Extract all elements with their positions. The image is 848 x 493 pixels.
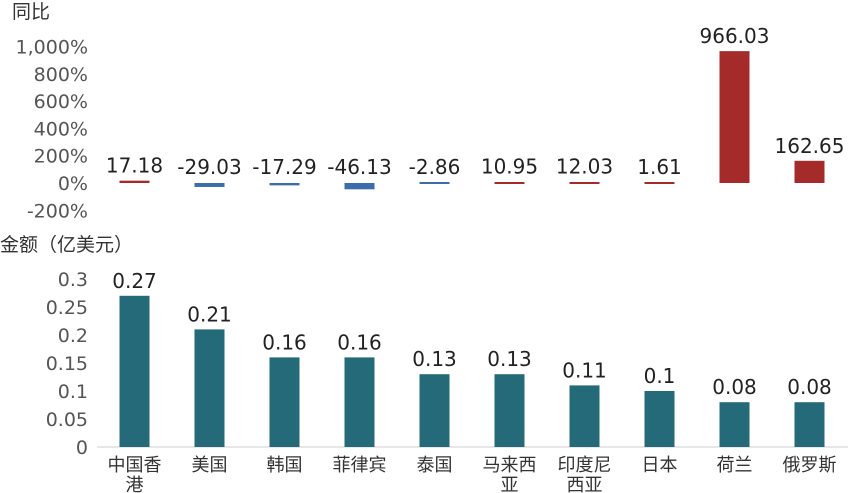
bottom-data-label: 0.08 xyxy=(787,375,832,399)
x-category-label: 西亚 xyxy=(567,475,603,493)
bottom-y-tick: 0 xyxy=(76,437,88,459)
bottom-data-label: 0.11 xyxy=(562,358,607,382)
bottom-y-tick: 0.3 xyxy=(58,269,88,291)
bottom-y-tick: 0.05 xyxy=(46,409,88,431)
bottom-bar xyxy=(494,374,525,447)
top-data-label: -29.03 xyxy=(177,155,241,179)
top-bar xyxy=(794,160,825,183)
top-bar xyxy=(419,182,450,184)
bottom-bar xyxy=(344,357,375,447)
top-bar xyxy=(344,183,375,190)
top-y-tick: 800% xyxy=(34,64,88,86)
x-category-label: 韩国 xyxy=(267,455,303,476)
top-y-tick: -200% xyxy=(27,200,88,222)
bottom-bar xyxy=(269,357,300,447)
top-bar xyxy=(194,183,225,187)
x-category-label: 港 xyxy=(126,475,144,493)
bottom-bar xyxy=(644,391,675,447)
bottom-bar xyxy=(119,295,150,447)
x-category-label: 亚 xyxy=(501,475,519,493)
top-bar xyxy=(644,182,675,184)
bottom-data-label: 0.1 xyxy=(644,364,676,388)
top-data-label: -17.29 xyxy=(252,155,316,179)
bottom-y-tick: 0.1 xyxy=(58,381,88,403)
bottom-y-axis-ticks: 0.3 0.25 0.2 0.15 0.1 0.05 0 xyxy=(46,269,88,459)
top-bar xyxy=(269,183,300,186)
top-data-label: 1.61 xyxy=(637,155,682,179)
top-y-axis-ticks: 1,000% 800% 600% 400% 200% 0% -200% xyxy=(16,37,88,223)
top-y-tick: 0% xyxy=(58,173,88,195)
top-y-tick: 600% xyxy=(34,91,88,113)
x-category-label: 荷兰 xyxy=(717,455,753,476)
bottom-chart-title: 金额（亿美元） xyxy=(0,234,133,256)
top-chart-title: 同比 xyxy=(12,1,50,23)
top-bar xyxy=(494,182,525,184)
x-category-label: 俄罗斯 xyxy=(783,455,837,476)
top-y-tick: 400% xyxy=(34,118,88,140)
bottom-bar xyxy=(194,329,225,447)
x-category-label: 中国香 xyxy=(108,455,162,476)
bottom-bar xyxy=(569,385,600,447)
x-category-label: 日本 xyxy=(642,455,678,476)
bottom-data-label: 0.13 xyxy=(412,347,457,371)
top-y-tick: 1,000% xyxy=(16,37,88,59)
top-data-label: 10.95 xyxy=(481,155,538,179)
bottom-bar xyxy=(794,402,825,447)
top-data-label: 17.18 xyxy=(106,154,163,178)
bottom-bar xyxy=(419,374,450,447)
top-bar xyxy=(119,180,150,183)
top-data-label: -46.13 xyxy=(327,155,391,179)
bottom-data-labels: 0.27 0.21 0.16 0.16 0.13 0.13 0.11 0.1 0.08 0.08 xyxy=(112,269,832,399)
x-category-label: 美国 xyxy=(192,455,228,476)
top-y-tick: 200% xyxy=(34,146,88,168)
top-data-label: 12.03 xyxy=(556,154,613,178)
x-category-label: 泰国 xyxy=(417,455,453,476)
top-bars xyxy=(119,51,825,190)
bottom-y-tick: 0.25 xyxy=(46,297,88,319)
x-category-label: 菲律宾 xyxy=(333,455,387,476)
bottom-data-label: 0.13 xyxy=(487,347,532,371)
top-bar xyxy=(719,51,750,184)
top-data-label: 966.03 xyxy=(700,24,770,48)
x-category-label: 印度尼 xyxy=(558,455,612,476)
bottom-data-label: 0.21 xyxy=(187,302,232,326)
top-data-labels: 17.18 -29.03 -17.29 -46.13 -2.86 10.95 12.03 1.… xyxy=(106,24,845,179)
top-bar xyxy=(569,182,600,184)
bottom-y-tick: 0.2 xyxy=(58,325,88,347)
bottom-bars xyxy=(119,295,825,447)
top-data-label: 162.65 xyxy=(775,134,845,158)
bottom-data-label: 0.27 xyxy=(112,269,157,293)
top-data-label: -2.86 xyxy=(409,155,461,179)
x-category-label: 马来西 xyxy=(483,455,537,476)
bottom-data-label: 0.16 xyxy=(262,330,307,354)
bottom-y-tick: 0.15 xyxy=(46,353,88,375)
bottom-data-label: 0.16 xyxy=(337,330,382,354)
bottom-data-label: 0.08 xyxy=(712,375,757,399)
bottom-bar xyxy=(719,402,750,447)
